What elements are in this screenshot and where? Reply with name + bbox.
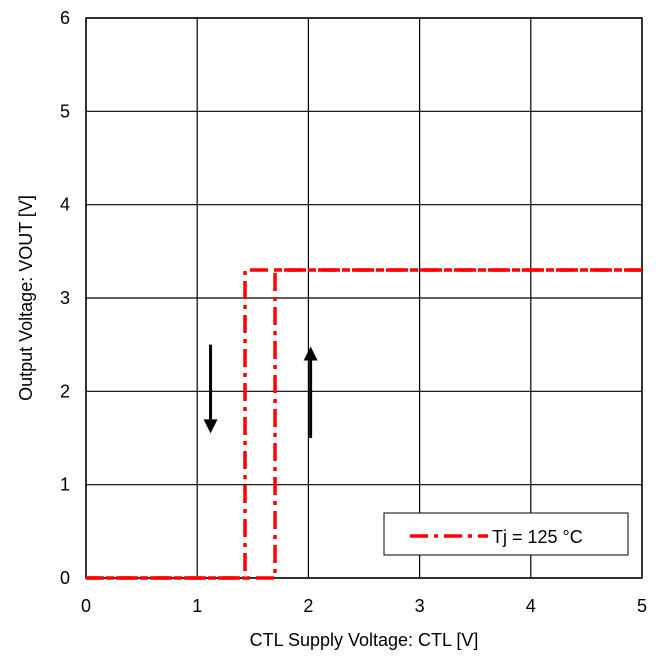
y-tick-label: 6 bbox=[60, 8, 70, 28]
y-tick-label: 1 bbox=[60, 475, 70, 495]
y-tick-labels: 0 1 2 3 4 5 6 bbox=[60, 8, 70, 588]
legend-label: Tj = 125 °C bbox=[492, 527, 583, 547]
legend: Tj = 125 °C bbox=[384, 513, 628, 555]
y-axis-label: Output Voltage: VOUT [V] bbox=[16, 195, 36, 401]
y-tick-label: 4 bbox=[60, 195, 70, 215]
x-axis-label: CTL Supply Voltage: CTL [V] bbox=[250, 630, 479, 650]
x-tick-label: 5 bbox=[637, 596, 647, 616]
y-tick-label: 3 bbox=[60, 288, 70, 308]
y-tick-label: 5 bbox=[60, 101, 70, 121]
x-tick-labels: 0 1 2 3 4 5 bbox=[81, 596, 647, 616]
x-tick-label: 3 bbox=[415, 596, 425, 616]
x-tick-label: 0 bbox=[81, 596, 91, 616]
y-tick-label: 0 bbox=[60, 568, 70, 588]
x-tick-label: 1 bbox=[192, 596, 202, 616]
y-tick-label: 2 bbox=[60, 381, 70, 401]
x-tick-label: 2 bbox=[303, 596, 313, 616]
x-tick-label: 4 bbox=[526, 596, 536, 616]
